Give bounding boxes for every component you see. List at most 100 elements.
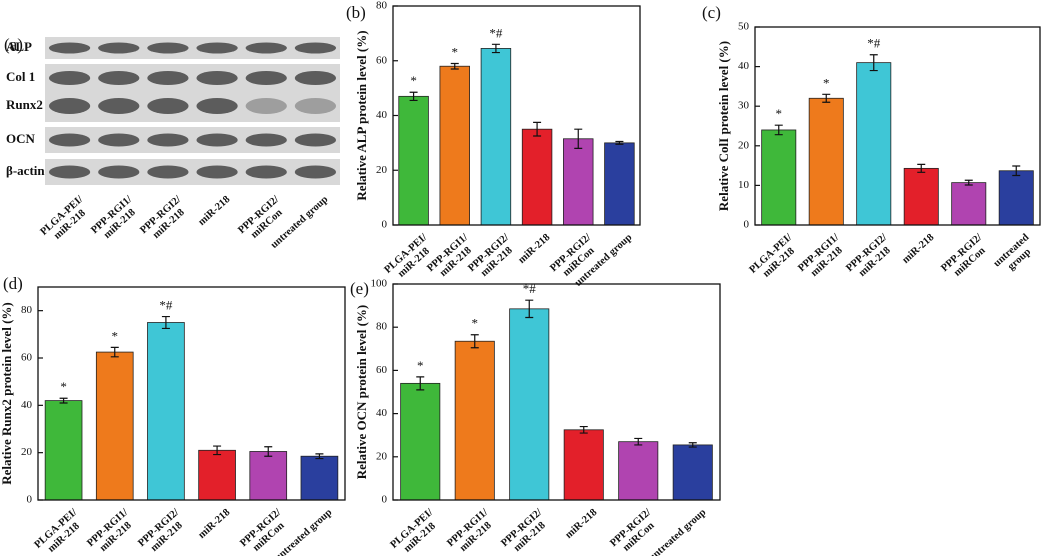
blot-row-label: OCN	[6, 131, 36, 146]
y-tick-label: 60	[376, 364, 388, 376]
annotation: *	[472, 316, 479, 331]
annotation: *	[452, 44, 459, 59]
error-bar	[533, 121, 542, 137]
blot-band	[147, 98, 189, 114]
error-bar	[774, 124, 783, 136]
error-bar	[574, 128, 583, 149]
annotation: *	[823, 75, 830, 90]
panel-label: (b)	[346, 3, 366, 22]
bar	[147, 322, 185, 501]
annotation: *	[112, 328, 119, 343]
y-tick-label: 0	[382, 494, 388, 506]
annotation: *#	[489, 25, 503, 40]
y-tick-label: 10	[738, 179, 750, 191]
blot-band	[294, 42, 337, 54]
bar	[563, 138, 594, 226]
axes-frame	[392, 5, 641, 226]
blot-band	[48, 98, 91, 114]
bar	[808, 97, 844, 226]
bar	[521, 128, 553, 226]
blot-band	[294, 98, 337, 114]
blot-band	[196, 165, 238, 179]
y-tick-label: 20	[376, 450, 388, 462]
blot-band	[98, 71, 140, 85]
error-bar	[615, 140, 624, 145]
error-bar	[450, 62, 459, 70]
panel-label: (c)	[702, 3, 721, 22]
y-tick-label: 80	[376, 0, 388, 12]
bar	[95, 351, 134, 501]
y-tick-label: 60	[376, 54, 388, 66]
y-tick-label: 40	[21, 399, 33, 411]
panel-label: (d)	[3, 274, 23, 293]
y-tick-label: 80	[21, 304, 33, 316]
blot-band	[48, 133, 91, 147]
blot-band	[48, 42, 91, 54]
blot-band	[294, 165, 337, 179]
bar	[44, 400, 83, 501]
error-bar	[822, 93, 831, 103]
bar	[563, 429, 604, 501]
error-bar	[416, 376, 425, 391]
blot-band	[147, 71, 189, 85]
blot-band	[98, 42, 140, 54]
y-tick-label: 80	[376, 321, 388, 333]
y-tick-label: 40	[376, 407, 388, 419]
annotation: *	[410, 73, 417, 88]
y-tick-label: 20	[21, 446, 33, 458]
error-bar	[264, 446, 273, 457]
error-bar	[917, 163, 926, 173]
error-bar	[213, 445, 222, 456]
annotation: *	[776, 106, 783, 121]
bar	[903, 167, 939, 226]
blot-row-label: Runx2	[6, 97, 43, 112]
axes-frame	[392, 283, 721, 501]
blot-band	[245, 42, 287, 54]
blot-band	[98, 133, 140, 147]
y-tick-label: 40	[738, 60, 750, 72]
y-tick-label: 100	[371, 278, 388, 290]
error-bar	[1012, 165, 1021, 177]
error-bar	[315, 453, 324, 460]
error-bar	[161, 315, 170, 330]
blot-band	[245, 165, 287, 179]
y-tick-label: 60	[21, 352, 33, 364]
y-tick-label: 40	[376, 109, 388, 121]
bar	[454, 340, 495, 501]
error-bar	[688, 442, 697, 448]
bar	[509, 308, 550, 501]
blot-row-label: Col 1	[6, 69, 35, 84]
blot-band	[48, 165, 91, 179]
blot-strip	[45, 90, 340, 122]
panel-label: (a)	[4, 35, 23, 54]
bar	[951, 182, 987, 226]
error-bar	[964, 179, 973, 186]
axes-frame	[37, 286, 346, 501]
annotation: *	[60, 379, 67, 394]
error-bar	[59, 397, 68, 404]
y-tick-label: 0	[27, 494, 33, 506]
blot-band	[98, 165, 140, 179]
bar	[480, 48, 512, 226]
bar	[198, 449, 236, 501]
y-tick-label: 50	[738, 21, 750, 33]
blot-band	[294, 71, 337, 85]
error-bar	[634, 437, 643, 446]
annotation: *#	[523, 281, 537, 296]
blot-band	[147, 133, 189, 147]
error-bar	[579, 425, 588, 434]
bar	[300, 455, 339, 501]
y-axis-label: Relative ALP protein level (%)	[354, 30, 369, 200]
bar	[998, 170, 1034, 226]
blot-band	[98, 98, 140, 114]
y-axis-label: Relative Runx2 protein level (%)	[0, 302, 14, 484]
blot-row-label: β-actin	[6, 163, 45, 178]
blot-strip	[45, 159, 340, 185]
y-axis-label: Relative ColI protein level (%)	[716, 41, 731, 211]
blot-band	[196, 98, 238, 114]
panel-label: (e)	[350, 279, 369, 298]
blot-band	[245, 98, 287, 114]
blot-band	[147, 165, 189, 179]
error-bar	[869, 54, 878, 72]
